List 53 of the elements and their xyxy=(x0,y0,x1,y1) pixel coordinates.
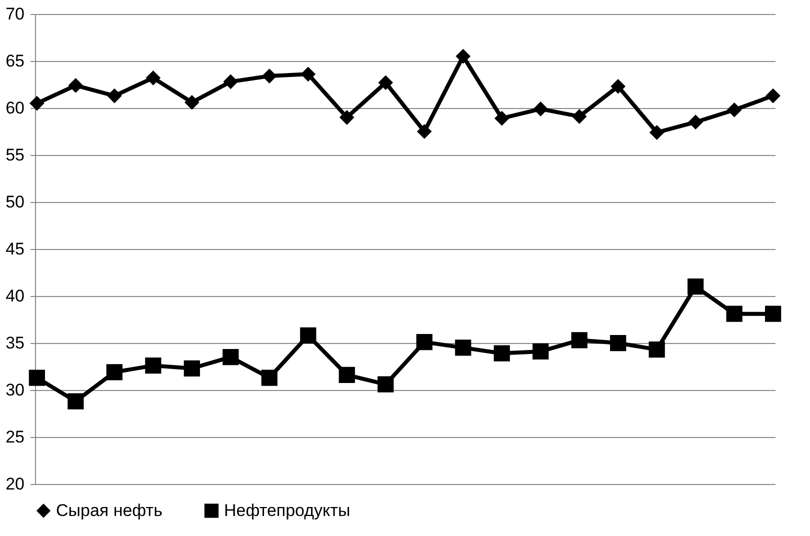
y-tick-label: 25 xyxy=(6,428,24,446)
point xyxy=(494,110,510,126)
point xyxy=(726,306,742,322)
point xyxy=(378,376,394,392)
point xyxy=(68,78,84,93)
point xyxy=(378,75,394,90)
point xyxy=(184,360,200,376)
y-tick-label: 40 xyxy=(6,286,24,306)
point xyxy=(30,96,44,111)
y-tick-label: 30 xyxy=(6,380,24,400)
point xyxy=(688,278,704,295)
point xyxy=(765,306,782,322)
point xyxy=(416,334,432,350)
y-tick-label: 70 xyxy=(6,4,24,24)
point xyxy=(338,366,355,384)
point xyxy=(223,74,238,90)
point xyxy=(688,114,703,130)
point xyxy=(610,78,626,94)
point xyxy=(494,345,510,362)
point xyxy=(533,102,548,116)
point xyxy=(145,358,162,374)
point xyxy=(106,364,122,380)
y-tick-label: 50 xyxy=(6,192,24,212)
y-tick-label: 45 xyxy=(6,240,24,258)
y-tick-label: 20 xyxy=(6,474,24,494)
point xyxy=(146,70,161,86)
y-tick-label: 60 xyxy=(6,98,24,118)
point xyxy=(262,68,277,84)
point xyxy=(300,327,316,344)
point xyxy=(300,66,316,82)
point xyxy=(726,102,742,118)
legend-label: Сырая нефть xyxy=(56,500,163,520)
point xyxy=(648,342,665,358)
point xyxy=(455,340,472,356)
point xyxy=(571,332,588,348)
point xyxy=(766,88,780,104)
point xyxy=(649,125,664,140)
legend-label: Нефтепродукты xyxy=(224,500,350,520)
point xyxy=(339,110,354,125)
point xyxy=(28,370,45,386)
point xyxy=(532,343,549,360)
point xyxy=(610,334,626,352)
y-tick-label: 65 xyxy=(6,52,24,70)
point xyxy=(456,48,471,64)
point xyxy=(416,124,432,139)
y-tick-label: 55 xyxy=(6,146,24,164)
y-tick-label: 35 xyxy=(6,334,24,352)
point xyxy=(68,393,84,410)
point xyxy=(222,349,239,366)
point xyxy=(261,370,278,386)
point xyxy=(184,94,200,110)
point xyxy=(107,88,122,104)
point xyxy=(572,109,587,124)
